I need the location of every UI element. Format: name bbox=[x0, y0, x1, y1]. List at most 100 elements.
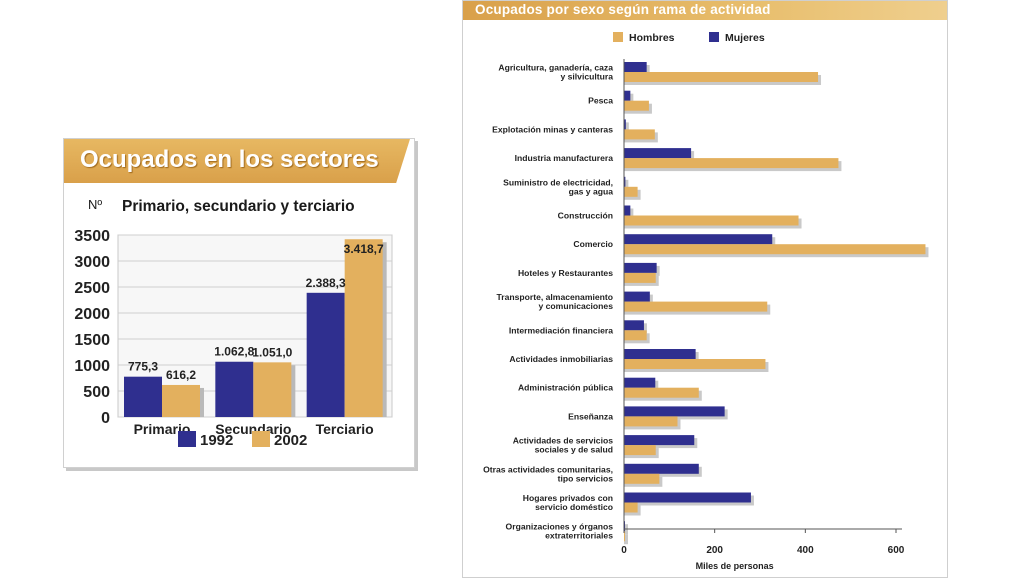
bar-mujeres-0 bbox=[624, 62, 647, 72]
bar-1992-2 bbox=[306, 292, 345, 417]
category-label-8-line-1: y comunicaciones bbox=[538, 301, 613, 311]
x-category-label-2: Terciario bbox=[316, 421, 374, 437]
bar-mujeres-4 bbox=[624, 176, 626, 187]
activity-chart-title-banner: Ocupados por sexo según rama de activida… bbox=[463, 1, 947, 20]
bar-mujeres-15 bbox=[624, 492, 751, 503]
category-label-14-line-1: tipo servicios bbox=[558, 473, 614, 483]
category-label-1-line-0: Pesca bbox=[588, 96, 613, 106]
sector-chart-title-banner: Ocupados en los sectores bbox=[64, 139, 410, 183]
category-label-13-line-0: Actividades de servicios bbox=[513, 436, 614, 446]
bar-1992-1 bbox=[215, 361, 254, 417]
legend-swatch-2002 bbox=[252, 431, 270, 447]
bar-mujeres-6 bbox=[624, 234, 773, 245]
x-category-label-0: Primario bbox=[134, 421, 191, 437]
data-label-2002-2: 3.418,7 bbox=[344, 242, 384, 256]
category-label-8-line-0: Transporte, almacenamiento bbox=[496, 292, 613, 302]
sector-chart-panel: Ocupados en los sectores Primario, secun… bbox=[63, 138, 415, 468]
bar-shadow-hombres-16 bbox=[624, 534, 628, 545]
category-label-11-line-0: Administración pública bbox=[518, 383, 613, 393]
category-label-13-line-1: sociales y de salud bbox=[535, 445, 613, 455]
bar-hombres-9 bbox=[624, 330, 647, 341]
bar-hombres-2 bbox=[624, 129, 655, 140]
legend-label-hombres: Hombres bbox=[629, 32, 675, 44]
x-category-label-1: Secundario bbox=[215, 421, 291, 437]
bar-hombres-11 bbox=[624, 387, 699, 398]
bar-mujeres-5 bbox=[624, 205, 631, 216]
bar-hombres-6 bbox=[624, 244, 926, 255]
sector-chart-title: Ocupados en los sectores bbox=[80, 146, 379, 173]
bar-mujeres-3 bbox=[624, 148, 692, 159]
y-tick-label-5: 2500 bbox=[74, 280, 110, 297]
bar-hombres-3 bbox=[624, 158, 839, 169]
bar-hombres-14 bbox=[624, 473, 660, 484]
data-label-1992-1: 1.062,8 bbox=[214, 345, 254, 359]
y-tick-label-1: 500 bbox=[83, 384, 110, 401]
bar-mujeres-7 bbox=[624, 262, 657, 273]
data-label-1992-0: 775,3 bbox=[128, 360, 158, 374]
y-tick-label-7: 3500 bbox=[74, 228, 110, 245]
legend-swatch-mujeres bbox=[709, 32, 719, 42]
bar-mujeres-2 bbox=[624, 119, 626, 130]
bar-hombres-5 bbox=[624, 215, 799, 226]
bar-mujeres-13 bbox=[624, 435, 695, 446]
bar-mujeres-12 bbox=[624, 406, 725, 417]
bar-mujeres-14 bbox=[624, 463, 699, 474]
bar-hombres-0 bbox=[624, 72, 819, 82]
x-tick-label-2: 400 bbox=[797, 545, 814, 556]
bar-2002-1 bbox=[253, 362, 292, 417]
data-label-2002-1: 1.051,0 bbox=[252, 345, 292, 359]
bar-hombres-12 bbox=[624, 416, 678, 427]
activity-chart-svg: Hombres Mujeres Agricultura, ganadería, ca… bbox=[483, 32, 929, 571]
x-tick-label-0: 0 bbox=[621, 545, 627, 556]
category-label-16-line-0: Organizaciones y órganos bbox=[506, 522, 614, 532]
bar-mujeres-10 bbox=[624, 349, 696, 359]
bar-shadow-mujeres-2 bbox=[624, 122, 629, 133]
category-label-12-line-0: Enseñanza bbox=[568, 411, 613, 421]
bar-mujeres-9 bbox=[624, 320, 644, 331]
category-label-14-line-0: Otras actividades comunitarias, bbox=[483, 464, 613, 474]
x-tick-label-3: 600 bbox=[888, 545, 905, 556]
y-tick-label-2: 1000 bbox=[74, 358, 110, 375]
activity-chart-title: Ocupados por sexo según rama de activida… bbox=[475, 2, 771, 17]
category-label-0-line-1: y silvicultura bbox=[560, 72, 613, 82]
y-tick-label-3: 1500 bbox=[74, 332, 110, 349]
legend-label-2002: 2002 bbox=[274, 432, 307, 449]
category-label-4-line-0: Suministro de electricidad, bbox=[503, 177, 613, 187]
x-axis-label: Miles de personas bbox=[696, 561, 774, 571]
bar-shadow-mujeres-4 bbox=[624, 179, 629, 190]
legend-label-1992: 1992 bbox=[200, 432, 233, 449]
category-label-10-line-0: Actividades inmobiliarias bbox=[509, 354, 613, 364]
sector-chart-subtitle: Primario, secundario y terciario bbox=[122, 198, 355, 215]
category-label-6-line-0: Comercio bbox=[573, 239, 613, 249]
category-label-5-line-0: Construcción bbox=[558, 211, 613, 221]
category-label-15-line-1: servicio doméstico bbox=[535, 502, 613, 512]
bar-2002-0 bbox=[162, 384, 200, 417]
bar-hombres-1 bbox=[624, 100, 649, 111]
y-tick-label-6: 3000 bbox=[74, 254, 110, 271]
bar-hombres-13 bbox=[624, 445, 656, 456]
category-label-16-line-1: extraterritoriales bbox=[545, 531, 613, 541]
bar-hombres-4 bbox=[624, 186, 638, 197]
x-tick-label-1: 200 bbox=[706, 545, 723, 556]
bar-hombres-15 bbox=[624, 502, 638, 513]
sector-chart-svg: Primario, secundario y terciario Nº 0 500 10… bbox=[74, 197, 393, 449]
y-tick-label-0: 0 bbox=[101, 410, 110, 427]
category-label-15-line-0: Hogares privados con bbox=[523, 493, 613, 503]
data-label-1992-2: 2.388,3 bbox=[306, 276, 346, 290]
category-label-3-line-0: Industria manufacturera bbox=[515, 153, 614, 163]
bar-1992-0 bbox=[124, 376, 162, 417]
bar-2002-2 bbox=[344, 239, 383, 417]
bar-hombres-10 bbox=[624, 359, 766, 369]
activity-chart-panel: Ocupados por sexo según rama de activida… bbox=[462, 0, 948, 578]
category-label-9-line-0: Intermediación financiera bbox=[509, 325, 613, 335]
category-label-2-line-0: Explotación minas y canteras bbox=[492, 124, 613, 134]
category-label-7-line-0: Hoteles y Restaurantes bbox=[518, 268, 613, 278]
category-label-0-line-0: Agricultura, ganadería, caza bbox=[498, 63, 613, 73]
category-label-4-line-1: gas y agua bbox=[569, 186, 614, 196]
y-tick-label-4: 2000 bbox=[74, 306, 110, 323]
bar-mujeres-11 bbox=[624, 377, 656, 388]
bar-hombres-8 bbox=[624, 301, 768, 312]
legend-label-mujeres: Mujeres bbox=[725, 32, 765, 44]
legend-swatch-hombres bbox=[613, 32, 623, 42]
bar-mujeres-8 bbox=[624, 291, 650, 302]
